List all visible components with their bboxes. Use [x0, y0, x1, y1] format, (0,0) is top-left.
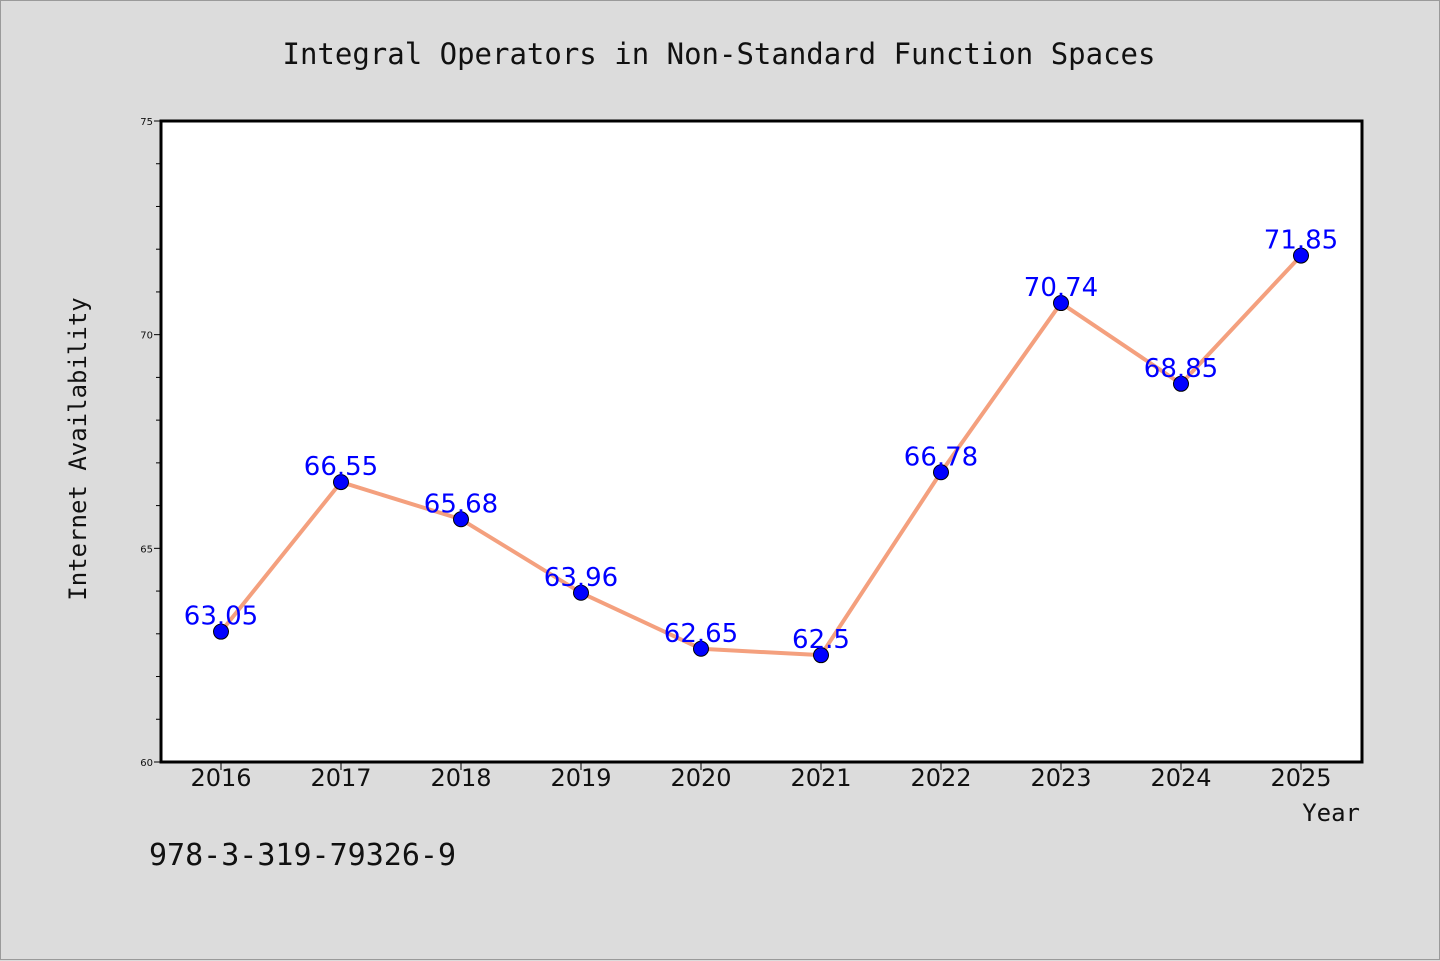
isbn-text: 978-3-319-79326-9	[149, 838, 456, 873]
data-point	[1293, 247, 1309, 264]
y-tick-label: 70	[140, 331, 153, 342]
x-tick-label: 2019	[550, 764, 611, 792]
x-axis-ticks: 2016 2017 2018 2019 2020 2021 2022 2023 2024 2025	[190, 762, 1332, 792]
plot-border	[159, 119, 1364, 764]
x-tick-label: 2021	[790, 764, 851, 792]
data-label: 68.85	[1144, 354, 1218, 384]
x-tick-label: 2016	[190, 764, 251, 792]
data-label: 71.85	[1264, 226, 1338, 256]
y-axis-ticks: 60 65 70 75	[140, 117, 161, 769]
data-label: 70.74	[1024, 273, 1098, 303]
y-axis-label: Internet Availability	[64, 297, 92, 600]
data-label: 63.96	[544, 563, 618, 593]
data-point	[1173, 375, 1189, 392]
y-tick-label: 65	[140, 544, 153, 555]
data-point	[813, 647, 829, 664]
data-label: 66.78	[904, 442, 978, 472]
x-tick-label: 2023	[1030, 764, 1091, 792]
data-point	[333, 474, 349, 491]
series-line	[219, 254, 1303, 658]
data-label: 63.05	[184, 602, 258, 632]
chart-title: Integral Operators in Non-Standard Funct…	[283, 37, 1156, 71]
x-tick-label: 2018	[430, 764, 491, 792]
y-tick-label: 60	[140, 758, 153, 769]
plot-area	[161, 121, 1362, 762]
x-axis-label: Year	[1302, 799, 1360, 827]
x-tick-label: 2022	[910, 764, 971, 792]
x-tick-label: 2025	[1270, 764, 1331, 792]
data-point	[933, 464, 949, 481]
data-point	[1053, 295, 1069, 312]
data-point	[573, 584, 589, 601]
x-tick-label: 2024	[1150, 764, 1211, 792]
data-point	[213, 623, 229, 640]
x-tick-label: 2017	[310, 764, 371, 792]
data-label: 62.65	[664, 619, 738, 649]
data-label: 62.5	[792, 625, 850, 655]
data-label: 65.68	[424, 489, 498, 519]
x-tick-label: 2020	[670, 764, 731, 792]
data-point	[453, 511, 469, 528]
y-tick-label: 75	[140, 117, 153, 128]
data-point	[693, 640, 709, 657]
series-group: 63.05 66.55 65.68 63.96 62.65 62.5 66.78 70.74 6…	[184, 226, 1338, 664]
data-label: 66.55	[304, 452, 378, 482]
